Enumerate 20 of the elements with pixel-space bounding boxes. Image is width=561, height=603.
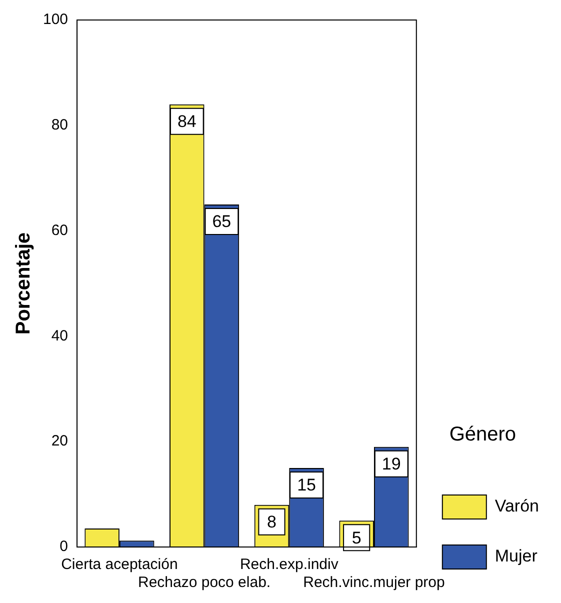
legend-label: Varón [494, 496, 540, 516]
data-label: 5 [352, 528, 362, 548]
x-tick-label: Rechazo poco elab. [138, 574, 271, 592]
y-tick-label: 80 [51, 116, 68, 134]
y-tick-label: 100 [42, 11, 68, 28]
y-tick-label: 60 [51, 222, 68, 239]
x-tick-label: Cierta aceptación [61, 556, 178, 574]
data-label: 84 [177, 112, 196, 132]
legend-title: Género [449, 424, 516, 446]
data-label: 19 [382, 454, 401, 474]
y-axis-title: Porcentaje [12, 232, 35, 335]
data-label: 8 [267, 512, 276, 532]
y-tick-label: 40 [51, 327, 68, 344]
x-tick-label: Rech.exp.indiv [240, 556, 339, 574]
legend-label: Mujer [494, 546, 538, 566]
y-tick-label: 0 [60, 538, 68, 556]
data-label: 65 [212, 212, 232, 232]
data-label: 15 [297, 476, 316, 495]
y-tick-label: 20 [51, 432, 68, 450]
x-tick-label: Rech.vinc.mujer prop [303, 574, 445, 592]
